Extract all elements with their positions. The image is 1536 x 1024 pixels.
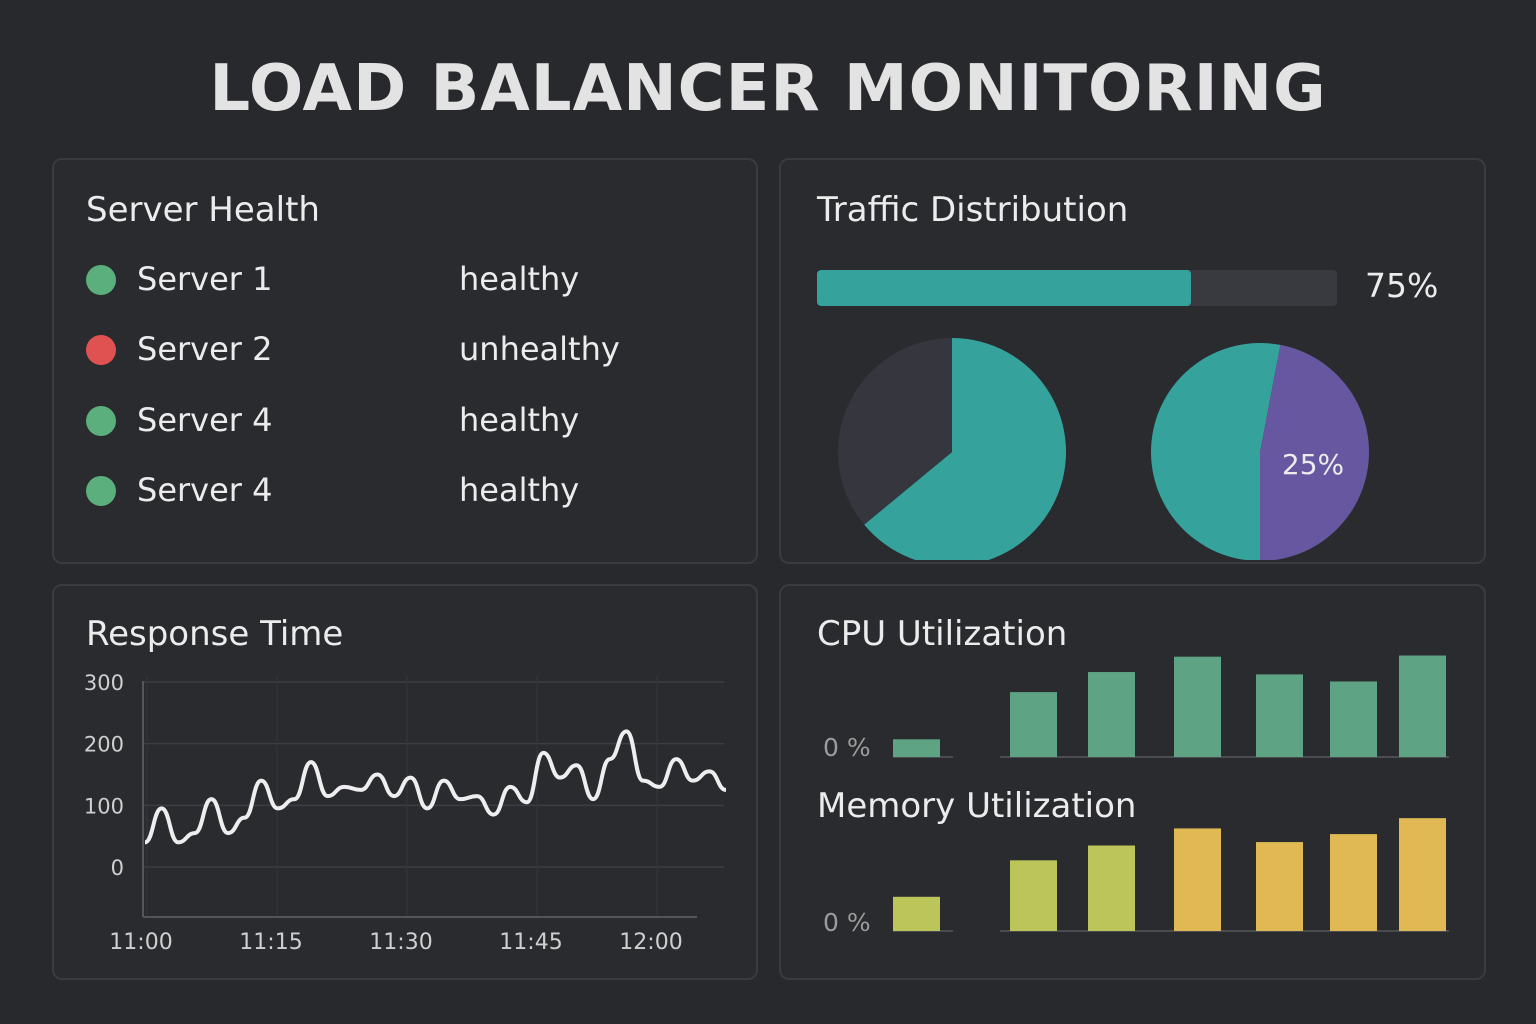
- status-dot-icon: [86, 265, 116, 295]
- server-name: Server 2: [137, 330, 273, 368]
- pie-slice-primary[interactable]: [864, 338, 1066, 560]
- server-row[interactable]: Server 2 unhealthy: [86, 330, 736, 370]
- bar[interactable]: [893, 896, 940, 931]
- pie-chart-2[interactable]: [1151, 343, 1369, 560]
- bar[interactable]: [1174, 656, 1221, 757]
- zero-label: 0 %: [823, 908, 871, 937]
- server-row[interactable]: Server 4 healthy: [86, 401, 736, 441]
- pie-slice-secondary[interactable]: [1260, 344, 1369, 560]
- server-row[interactable]: Server 1 healthy: [86, 260, 736, 300]
- traffic-panel: Traffic Distribution 75% 25%: [779, 158, 1486, 564]
- x-tick-label: 11:00: [109, 930, 172, 955]
- bar[interactable]: [1399, 818, 1446, 931]
- server-status: healthy: [459, 260, 580, 298]
- bar[interactable]: [1330, 681, 1377, 757]
- y-tick-label: 300: [84, 671, 124, 695]
- pie-slice-primary[interactable]: [1151, 343, 1281, 560]
- server-status: healthy: [459, 401, 580, 439]
- response-time-title: Response Time: [86, 614, 344, 654]
- server-health-panel: Server Health Server 1 healthy Server 2 …: [52, 158, 758, 564]
- pie-slice-secondary[interactable]: [838, 338, 952, 525]
- x-tick-label: 11:30: [369, 930, 432, 955]
- pie-chart-1[interactable]: [838, 338, 1066, 560]
- utilization-charts[interactable]: 0 % 0 %: [781, 586, 1484, 978]
- response-time-line[interactable]: [144, 729, 727, 845]
- bar[interactable]: [1256, 674, 1303, 757]
- traffic-title: Traffic Distribution: [817, 190, 1129, 230]
- server-row[interactable]: Server 4 healthy: [86, 471, 736, 511]
- x-tick-label: 11:45: [499, 930, 562, 955]
- y-tick-label: 200: [84, 733, 124, 757]
- memory-title: Memory Utilization: [817, 786, 1137, 826]
- y-tick-label: 0: [111, 856, 124, 880]
- bar[interactable]: [1174, 828, 1221, 931]
- bar[interactable]: [1399, 655, 1446, 757]
- server-health-title: Server Health: [86, 190, 320, 230]
- y-tick-label: 100: [84, 794, 124, 818]
- bar[interactable]: [1256, 842, 1303, 931]
- server-name: Server 4: [137, 471, 273, 509]
- traffic-progress-bar: [817, 270, 1337, 306]
- bar[interactable]: [1088, 845, 1135, 932]
- x-tick-label: 12:00: [619, 930, 682, 955]
- pie-label: 25%: [1282, 448, 1344, 481]
- traffic-pies: 25%: [838, 338, 1369, 560]
- bar[interactable]: [1010, 860, 1057, 931]
- response-time-chart[interactable]: 300 200 100 0 11:00 11:15 11:30 11:45 12:00: [54, 586, 756, 978]
- status-dot-icon: [86, 476, 116, 506]
- zero-label: 0 %: [823, 733, 871, 762]
- server-name: Server 1: [137, 260, 273, 298]
- bar[interactable]: [1010, 692, 1057, 757]
- server-status: healthy: [459, 471, 580, 509]
- status-dot-icon: [86, 335, 116, 365]
- cpu-title: CPU Utilization: [817, 614, 1068, 654]
- bar[interactable]: [1330, 834, 1377, 931]
- page-title: LOAD BALANCER MONITORING: [209, 52, 1327, 126]
- server-status: unhealthy: [459, 330, 620, 368]
- traffic-percent-label: 75%: [1365, 266, 1439, 305]
- bar[interactable]: [1088, 672, 1135, 757]
- server-name: Server 4: [137, 401, 273, 439]
- status-dot-icon: [86, 406, 116, 436]
- x-tick-label: 11:15: [239, 930, 302, 955]
- traffic-progress-fill: [817, 270, 1192, 306]
- utilization-panel: CPU Utilization Memory Utilization 0 % 0 …: [779, 584, 1486, 980]
- bar[interactable]: [893, 739, 940, 757]
- response-time-panel: Response Time 300 200 100 0 11:00 11:15 11:30 1…: [52, 584, 758, 980]
